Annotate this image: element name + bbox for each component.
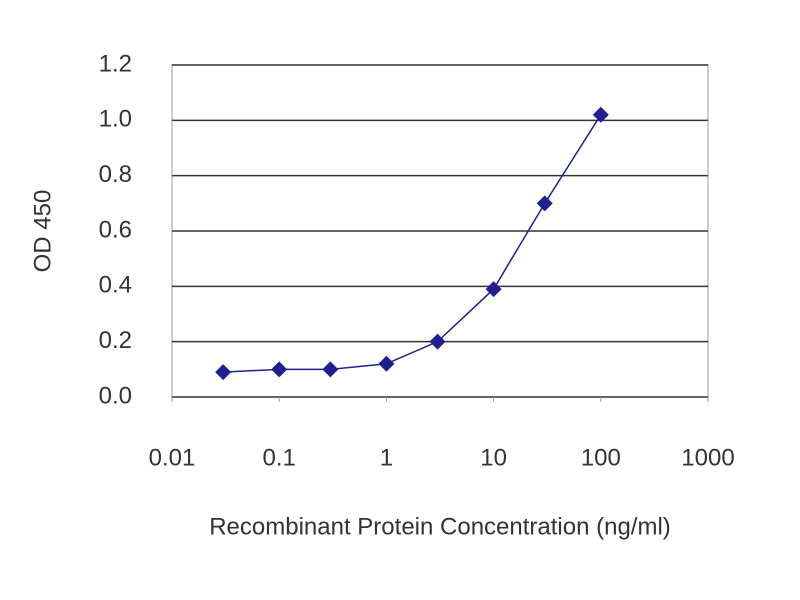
y-tick-label: 0.6 xyxy=(99,216,132,243)
data-point xyxy=(429,333,446,350)
data-line xyxy=(223,114,602,373)
x-tick-label: 1000 xyxy=(681,444,734,471)
x-tick-label: 0.1 xyxy=(263,444,296,471)
data-point xyxy=(378,355,395,372)
x-tick-label: 100 xyxy=(581,444,621,471)
x-tick-label: 1 xyxy=(380,444,393,471)
data-point xyxy=(322,361,339,378)
data-point xyxy=(271,361,288,378)
y-axis-label: OD 450 xyxy=(29,190,56,273)
data-point xyxy=(592,106,609,123)
data-point xyxy=(536,195,553,212)
y-tick-label: 0.4 xyxy=(99,272,132,299)
y-tick-label: 1.0 xyxy=(99,106,132,133)
y-tick-label: 1.2 xyxy=(99,50,132,77)
y-tick-label: 0.0 xyxy=(99,382,132,409)
y-tick-label: 0.2 xyxy=(99,327,132,354)
data-point xyxy=(485,281,502,298)
data-point xyxy=(215,364,232,381)
x-tick-label: 0.01 xyxy=(149,444,196,471)
y-tick-label: 0.8 xyxy=(99,161,132,188)
x-axis-label: Recombinant Protein Concentration (ng/ml… xyxy=(209,513,671,540)
x-tick-label: 10 xyxy=(480,444,507,471)
